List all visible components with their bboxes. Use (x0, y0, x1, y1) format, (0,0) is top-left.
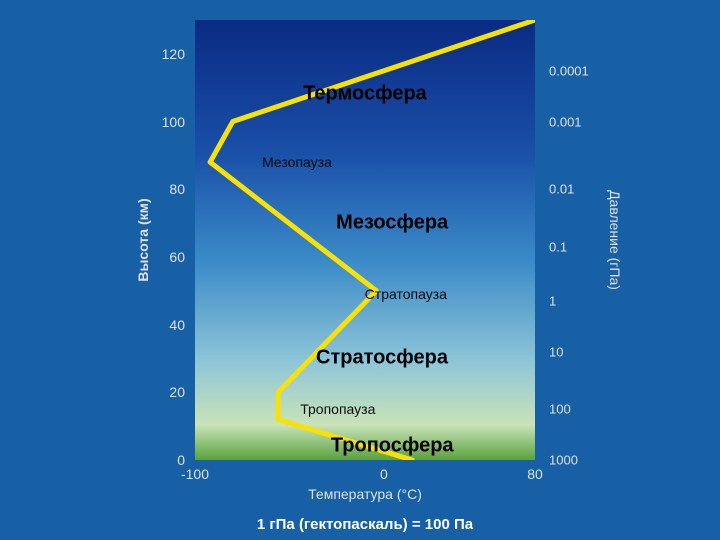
y-right-tick: 10 (549, 344, 563, 359)
x-axis-label: Температура (°C) (308, 486, 422, 502)
y-left-axis-label: Высота (км) (135, 198, 151, 281)
y-left-tick: 60 (169, 249, 185, 265)
layer-label: Мезосфера (336, 212, 448, 235)
layer-label: Мезопауза (262, 154, 332, 170)
layer-label: Стратосфера (316, 347, 448, 370)
y-left-tick: 20 (169, 384, 185, 400)
y-left-tick: 40 (169, 317, 185, 333)
y-right-tick: 1 (549, 293, 556, 308)
x-tick: -100 (181, 466, 209, 482)
y-right-tick: 0.1 (549, 239, 567, 254)
y-right-tick: 0.01 (549, 182, 574, 197)
x-tick: 80 (527, 466, 543, 482)
layer-label: Тропосфера (331, 435, 454, 458)
layer-label: Стратопауза (365, 286, 447, 302)
footnote-text: 1 гПа (гектопаскаль) = 100 Па (257, 516, 473, 533)
slide-stage: 1 гПа (гектопаскаль) = 100 Па 0 20 40 60 80 1… (0, 0, 720, 540)
y-right-tick: 0.001 (549, 114, 582, 129)
y-left-tick: 120 (162, 46, 185, 62)
x-tick: 0 (380, 466, 388, 482)
y-right-tick: 0.0001 (549, 63, 589, 78)
y-right-tick: 100 (549, 402, 571, 417)
layer-label: Термосфера (303, 83, 427, 106)
y-right-axis-label: Давление (гПа) (607, 190, 623, 290)
y-left-tick: 100 (162, 114, 185, 130)
y-left-tick: 80 (169, 181, 185, 197)
layer-label: Тропопауза (300, 401, 375, 417)
y-right-tick: 1000 (549, 453, 578, 468)
